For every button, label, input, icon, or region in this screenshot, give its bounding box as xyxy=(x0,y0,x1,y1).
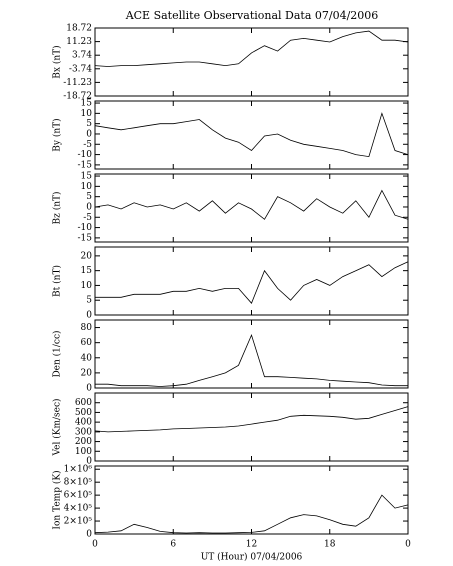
y-axis-label: Den (1/cc) xyxy=(52,330,63,377)
y-tick-label: 40 xyxy=(81,353,93,363)
y-tick-label: 2×10⁵ xyxy=(64,517,93,527)
y-tick-label: 500 xyxy=(75,408,92,418)
y-tick-label: -5 xyxy=(83,140,92,150)
y-tick-label: 10 xyxy=(81,281,93,291)
y-tick-label: 0 xyxy=(86,129,92,139)
y-tick-label: 300 xyxy=(75,427,92,437)
data-line xyxy=(94,189,409,220)
x-axis-label: UT (Hour) 07/04/2006 xyxy=(201,552,303,563)
data-line xyxy=(94,30,409,67)
y-axis-label: Vel (Km/sec) xyxy=(52,398,63,456)
y-tick-label: 200 xyxy=(75,437,92,447)
y-tick-label: 60 xyxy=(81,338,93,348)
y-tick-label: 10 xyxy=(81,109,93,119)
panel-frame xyxy=(94,392,409,462)
data-line xyxy=(95,333,408,387)
panel-frame xyxy=(94,100,409,170)
y-tick-label: -10 xyxy=(78,223,93,233)
y-tick-label: 18.72 xyxy=(66,24,92,34)
y-tick-label: -5 xyxy=(83,213,92,223)
y-tick-label: -15 xyxy=(78,233,93,243)
data-line xyxy=(94,494,409,534)
y-tick-label: 6×10⁵ xyxy=(64,491,93,501)
y-tick-label: 0 xyxy=(86,384,92,394)
y-tick-label: 600 xyxy=(75,398,92,408)
y-tick-label: 15 xyxy=(81,172,93,182)
panel-frame xyxy=(94,319,409,389)
y-tick-label: 20 xyxy=(81,368,93,378)
y-tick-label: 20 xyxy=(81,251,93,261)
x-tick-label: 12 xyxy=(246,540,257,550)
y-tick-label: 5 xyxy=(86,119,92,129)
y-tick-label: 0 xyxy=(86,202,92,212)
y-tick-label: -3.74 xyxy=(69,64,92,74)
y-axis-label: Bz (nT) xyxy=(52,191,63,224)
y-tick-label: 0 xyxy=(86,457,92,467)
y-tick-label: -15 xyxy=(78,160,93,170)
y-tick-label: 5 xyxy=(86,192,92,202)
x-tick-label: 6 xyxy=(170,540,176,550)
chart-title: ACE Satellite Observational Data 07/04/2… xyxy=(125,9,379,22)
y-tick-label: 100 xyxy=(75,447,92,457)
y-tick-label: 10 xyxy=(81,182,93,192)
y-tick-label: -10 xyxy=(78,150,93,160)
panel-frame xyxy=(94,465,409,535)
y-axis-label: Bx (nT) xyxy=(52,45,63,78)
x-tick-label: 0 xyxy=(92,540,98,550)
y-tick-label: 15 xyxy=(81,99,93,109)
panel-frame xyxy=(94,246,409,316)
data-line xyxy=(94,406,409,433)
y-tick-label: 0 xyxy=(86,530,92,540)
y-tick-label: 4×10⁵ xyxy=(64,504,93,514)
y-tick-label: 5 xyxy=(86,296,92,306)
y-tick-label: 3.74 xyxy=(72,51,92,61)
x-tick-label: 0 xyxy=(405,540,411,550)
y-tick-label: 0 xyxy=(86,311,92,321)
y-axis-label: Ion Temp (K) xyxy=(52,470,63,529)
y-tick-label: 11.23 xyxy=(66,37,92,47)
data-line xyxy=(95,261,409,304)
y-tick-label: -11.23 xyxy=(63,78,92,88)
y-tick-label: 15 xyxy=(81,266,93,276)
y-tick-label: -18.72 xyxy=(63,92,92,102)
y-tick-label: 1×10⁶ xyxy=(64,465,93,475)
y-tick-label: 8×10⁵ xyxy=(64,478,93,488)
y-axis-label: Bt (nT) xyxy=(52,265,63,297)
x-tick-label: 18 xyxy=(324,540,336,550)
panel-frame xyxy=(94,27,409,97)
y-tick-label: 80 xyxy=(81,323,93,333)
y-axis-label: By (nT) xyxy=(52,118,63,151)
data-line xyxy=(94,112,409,158)
y-tick-label: 400 xyxy=(75,418,92,428)
